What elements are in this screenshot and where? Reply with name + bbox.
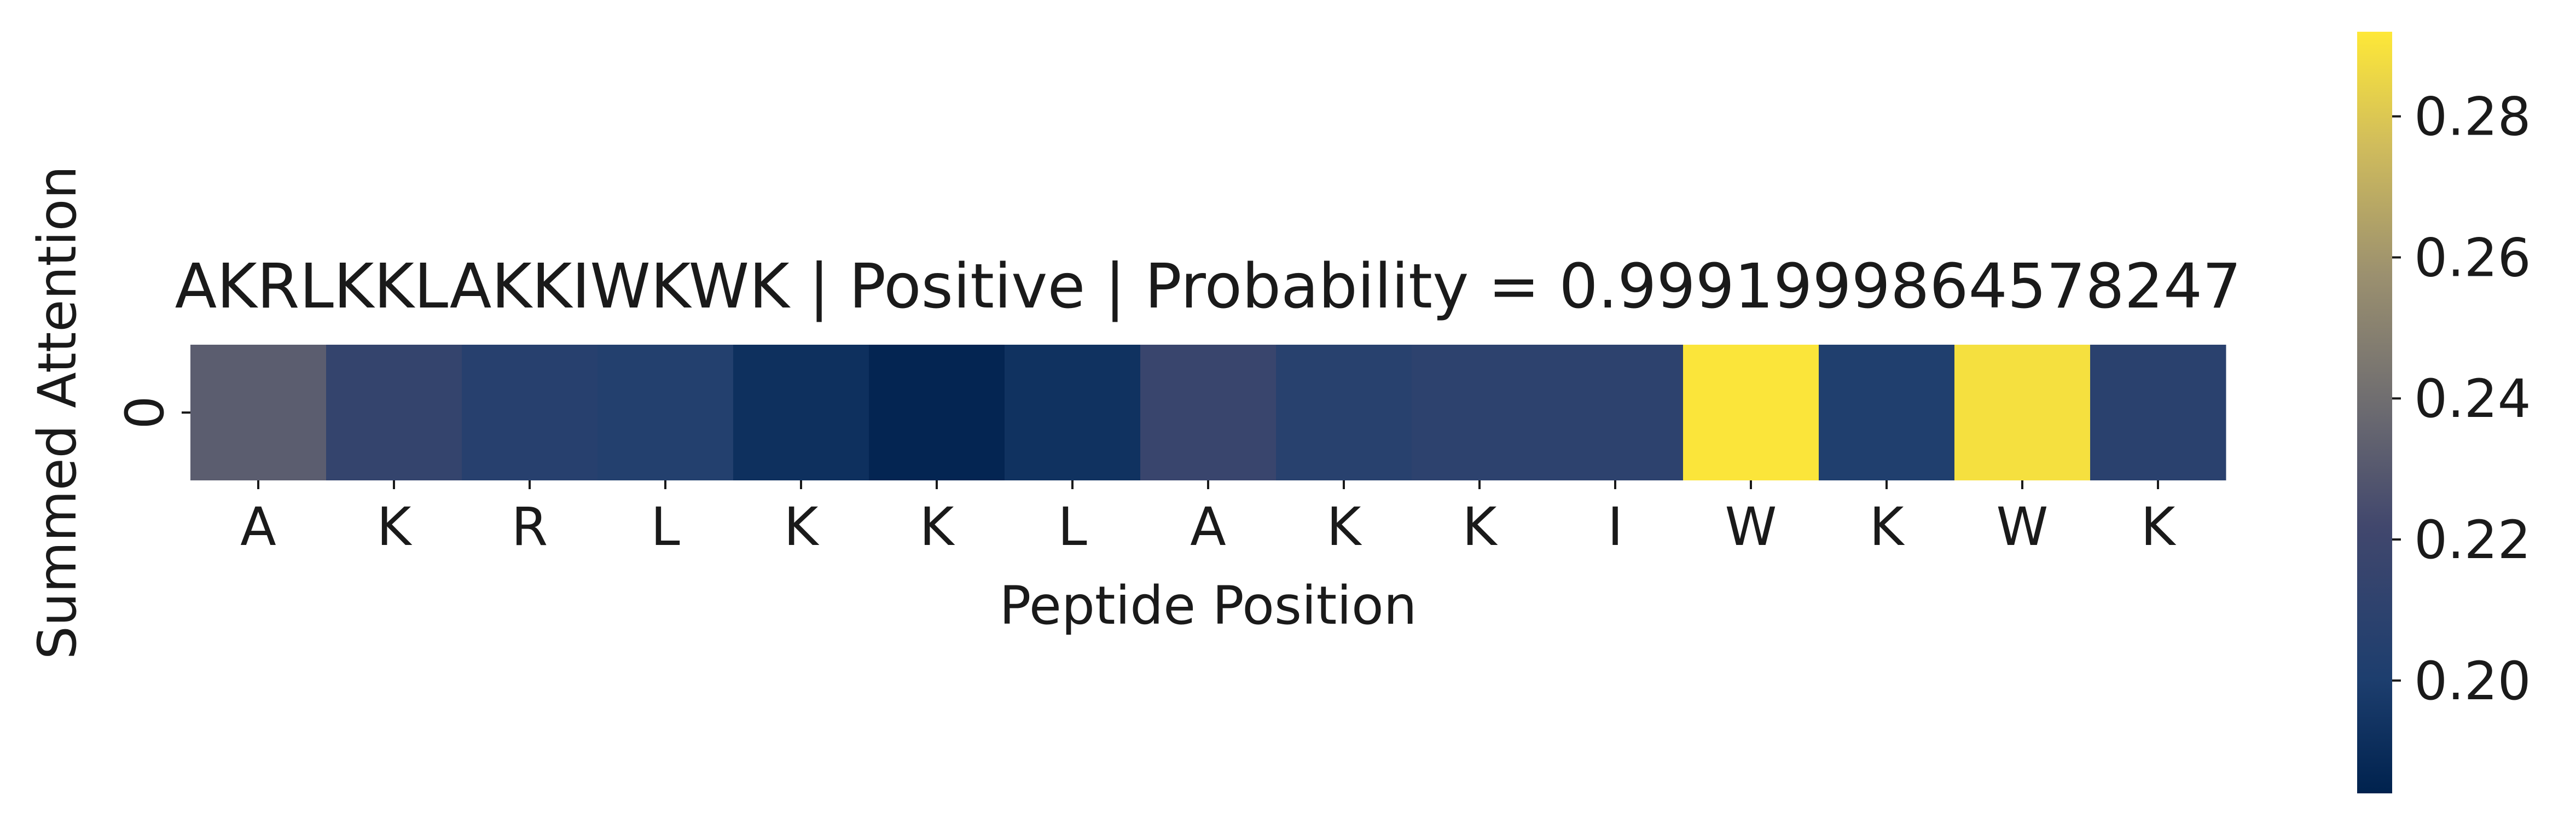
- x-tick-label: W: [1725, 496, 1777, 558]
- heatmap-cell: [597, 345, 734, 480]
- x-tick-label: K: [784, 496, 820, 558]
- x-tick-label: L: [1058, 496, 1087, 558]
- heatmap-cell: [1819, 345, 1955, 480]
- heatmap-cell: [462, 345, 598, 480]
- colorbar-tick-label: 0.28: [2414, 86, 2531, 148]
- x-tick-label: K: [1327, 496, 1362, 558]
- x-tick-label: K: [2141, 496, 2177, 558]
- heatmap-cells: [190, 345, 2226, 480]
- x-tick-label: R: [512, 496, 548, 558]
- y-axis-ticks: 0: [114, 396, 190, 430]
- x-tick-label: K: [1870, 496, 1905, 558]
- heatmap-cell: [2090, 345, 2226, 480]
- heatmap-cell: [1547, 345, 1684, 480]
- heatmap-cell: [1954, 345, 2091, 480]
- heatmap-cell: [869, 345, 1005, 480]
- heatmap-cell: [1412, 345, 1548, 480]
- heatmap-cell: [326, 345, 462, 480]
- colorbar-ticks: 0.20 0.22 0.24 0.26 0.28: [2392, 86, 2531, 712]
- heatmap-cell: [1005, 345, 1141, 480]
- heatmap-cell: [733, 345, 869, 480]
- x-tick-label: I: [1608, 496, 1623, 558]
- x-tick-label: L: [651, 496, 680, 558]
- heatmap-cell: [1140, 345, 1277, 480]
- x-tick-label: K: [920, 496, 955, 558]
- x-tick-label: A: [1190, 496, 1226, 558]
- heatmap-cell: [190, 345, 327, 480]
- x-tick-label: K: [1463, 496, 1498, 558]
- y-axis-label: Summed Attention: [27, 166, 88, 659]
- colorbar-tick-label: 0.26: [2414, 227, 2531, 288]
- x-tick-label: A: [240, 496, 276, 558]
- y-tick-label: 0: [114, 396, 176, 429]
- colorbar-tick-label: 0.20: [2414, 651, 2531, 712]
- heatmap-cell: [1683, 345, 1819, 480]
- colorbar-tick-label: 0.22: [2414, 509, 2531, 571]
- x-axis-label: Peptide Position: [999, 575, 1417, 636]
- chart-title: AKRLKKLAKKIWKWK | Positive | Probability…: [175, 251, 2242, 322]
- x-tick-label: W: [1997, 496, 2049, 558]
- x-tick-label: K: [377, 496, 413, 558]
- heatmap-cell: [1276, 345, 1412, 480]
- colorbar: [2357, 32, 2392, 793]
- colorbar-tick-label: 0.24: [2414, 368, 2531, 430]
